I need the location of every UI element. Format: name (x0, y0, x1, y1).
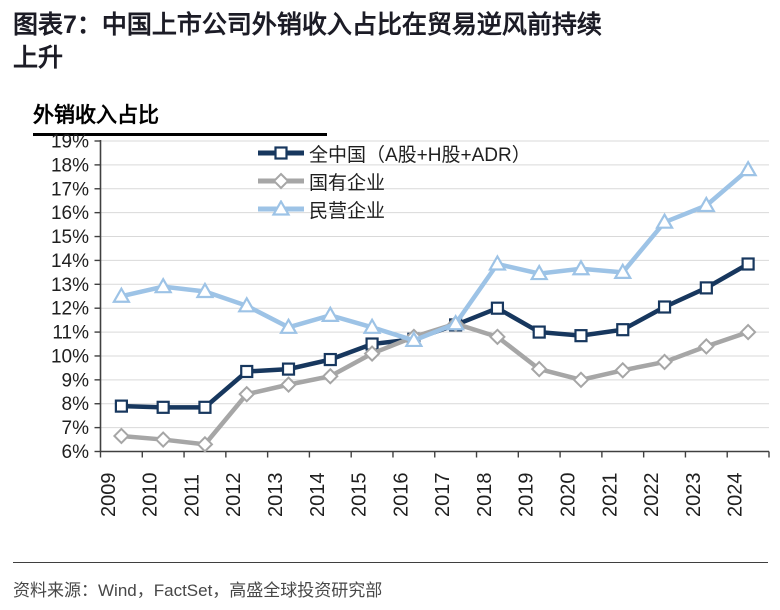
triangle-marker-icon (488, 254, 507, 271)
x-tick-label: 2020 (557, 473, 579, 518)
triangle-marker-icon (237, 296, 257, 313)
legend-diamond-marker-icon (256, 172, 306, 190)
square-marker-icon (156, 400, 170, 414)
square-marker-icon (490, 301, 505, 315)
y-tick-label: 13% (51, 275, 89, 296)
x-tick-label: 2013 (265, 473, 287, 518)
square-marker-icon (574, 329, 588, 343)
diamond-marker-icon (656, 353, 673, 371)
legend-item-soe: 国有企业 (256, 167, 531, 195)
triangle-marker-icon (571, 259, 591, 276)
square-marker-icon (240, 364, 254, 379)
legend-label: 民营企业 (309, 200, 386, 222)
x-tick-label: 2012 (223, 473, 245, 518)
series-line (121, 321, 749, 447)
series-line (121, 262, 750, 410)
legend-label: 全中国（A股+H股+ADR） (309, 144, 531, 166)
chart-legend: 全中国（A股+H股+ADR） 国有企业 民营企业 (256, 139, 531, 223)
legend-item-poe: 民营企业 (256, 195, 531, 223)
diamond-marker-icon (154, 431, 172, 448)
triangle-marker-icon (279, 317, 298, 334)
x-tick-label: 2018 (474, 473, 496, 518)
square-marker-icon (741, 257, 755, 271)
triangle-marker-icon (404, 330, 424, 348)
triangle-marker-icon (111, 286, 131, 303)
series-triangle (111, 159, 758, 348)
y-tick-label: 19% (51, 132, 89, 153)
x-tick-label: 2022 (641, 473, 663, 518)
x-tick-label: 2011 (181, 474, 203, 517)
triangle-marker-icon (271, 199, 291, 216)
legend-square-marker-icon (256, 144, 306, 162)
square-marker-icon (198, 400, 212, 414)
square-marker-icon (616, 323, 630, 337)
square-marker-icon (114, 399, 128, 413)
x-tick-label: 2024 (725, 473, 747, 518)
diamond-marker-icon (572, 371, 590, 389)
diamond-marker-icon (280, 376, 297, 394)
y-tick-label: 12% (51, 299, 89, 320)
figure-title: 图表7：中国上市公司外销收入占比在贸易逆风前持续 上升 (13, 9, 753, 75)
diamond-marker-icon (739, 323, 757, 341)
y-tick-label: 15% (51, 227, 89, 248)
diamond-marker-icon (272, 172, 290, 190)
diamond-marker-icon (489, 328, 506, 346)
legend-triangle-marker-icon (256, 199, 306, 218)
triangle-marker-icon (655, 212, 674, 229)
legend-label: 国有企业 (309, 172, 386, 194)
y-tick-label: 9% (62, 370, 90, 391)
y-tick-label: 10% (51, 346, 89, 367)
y-tick-label: 8% (62, 394, 90, 415)
y-tick-label: 14% (51, 251, 89, 272)
x-tick-label: 2009 (98, 473, 120, 518)
triangle-marker-icon (613, 262, 633, 279)
square-marker-icon (699, 281, 713, 295)
diamond-marker-icon (196, 435, 214, 453)
square-marker-icon (657, 300, 672, 314)
x-tick-label: 2023 (683, 473, 705, 518)
x-tick-label: 2015 (349, 473, 371, 518)
triangle-marker-icon (696, 195, 716, 213)
x-tick-label: 2019 (516, 473, 538, 518)
figure-title-line-2: 上升 (13, 44, 64, 72)
series-square (114, 257, 755, 414)
series-line (120, 167, 750, 343)
series-diamond (112, 315, 757, 453)
triangle-marker-icon (320, 305, 340, 322)
square-marker-icon (274, 146, 288, 160)
legend-item-all-china: 全中国（A股+H股+ADR） (256, 139, 531, 167)
square-marker-icon (532, 325, 546, 339)
triangle-marker-icon (195, 281, 215, 299)
square-marker-icon (281, 362, 296, 376)
footer-divider (13, 562, 768, 563)
x-tick-label: 2010 (140, 473, 162, 518)
x-tick-label: 2017 (432, 473, 454, 518)
y-tick-label: 18% (51, 155, 89, 176)
figure-title-line-1: 图表7：中国上市公司外销收入占比在贸易逆风前持续 (13, 11, 602, 39)
triangle-marker-icon (738, 159, 758, 177)
chart-title: 外销收入占比 (33, 99, 327, 136)
diamond-marker-icon (530, 360, 548, 378)
x-tick-label: 2021 (599, 473, 621, 518)
source-note: 资料来源：Wind，FactSet，高盛全球投资研究部 (13, 581, 383, 600)
triangle-marker-icon (362, 317, 382, 334)
square-marker-icon (323, 352, 337, 367)
diamond-marker-icon (112, 427, 130, 445)
x-tick-label: 2016 (390, 473, 412, 518)
diamond-marker-icon (363, 345, 381, 362)
y-tick-label: 17% (51, 179, 89, 200)
diamond-marker-icon (238, 385, 256, 403)
triangle-marker-icon (529, 263, 549, 281)
y-tick-label: 7% (62, 418, 90, 439)
y-tick-label: 16% (51, 203, 89, 224)
triangle-marker-icon (153, 276, 173, 294)
y-tick-label: 6% (62, 442, 90, 463)
diamond-marker-icon (321, 367, 339, 385)
x-tick-label: 2014 (307, 473, 329, 518)
triangle-marker-icon (446, 314, 466, 331)
diamond-marker-icon (697, 337, 715, 355)
y-tick-label: 11% (52, 323, 89, 344)
diamond-marker-icon (614, 361, 632, 379)
